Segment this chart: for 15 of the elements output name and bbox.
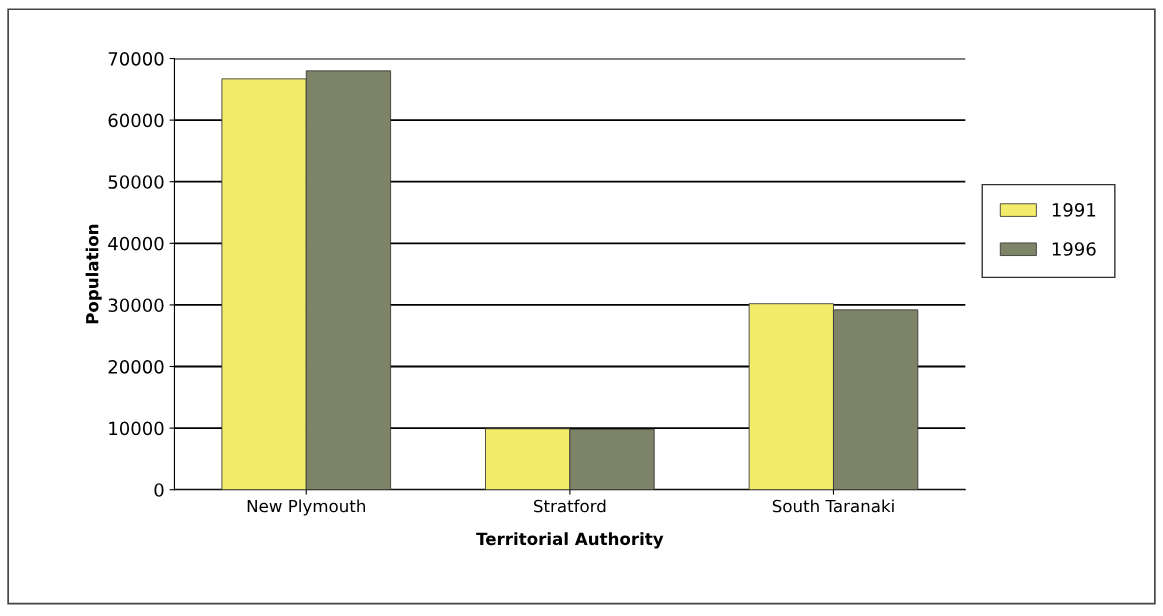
x-tick-label: Stratford	[534, 499, 606, 513]
y-tick-label: 60000	[108, 113, 164, 128]
legend-label: 1996	[1052, 242, 1096, 256]
y-axis-title: Population	[85, 224, 102, 324]
y-tick-label: 30000	[108, 298, 164, 313]
y-tick-label: 40000	[108, 236, 164, 251]
legend-label: 1991	[1052, 203, 1096, 217]
y-tick-label: 10000	[109, 421, 164, 436]
y-tick-label: 70000	[108, 51, 164, 66]
x-axis-title: Territorial Authority	[476, 532, 664, 549]
y-tick-label: 0	[154, 483, 164, 497]
y-tick-label: 20000	[108, 359, 164, 374]
x-tick-label: South Taranaki	[772, 499, 894, 513]
x-tick-label: New Plymouth	[247, 499, 365, 516]
y-tick-label: 50000	[108, 175, 164, 189]
